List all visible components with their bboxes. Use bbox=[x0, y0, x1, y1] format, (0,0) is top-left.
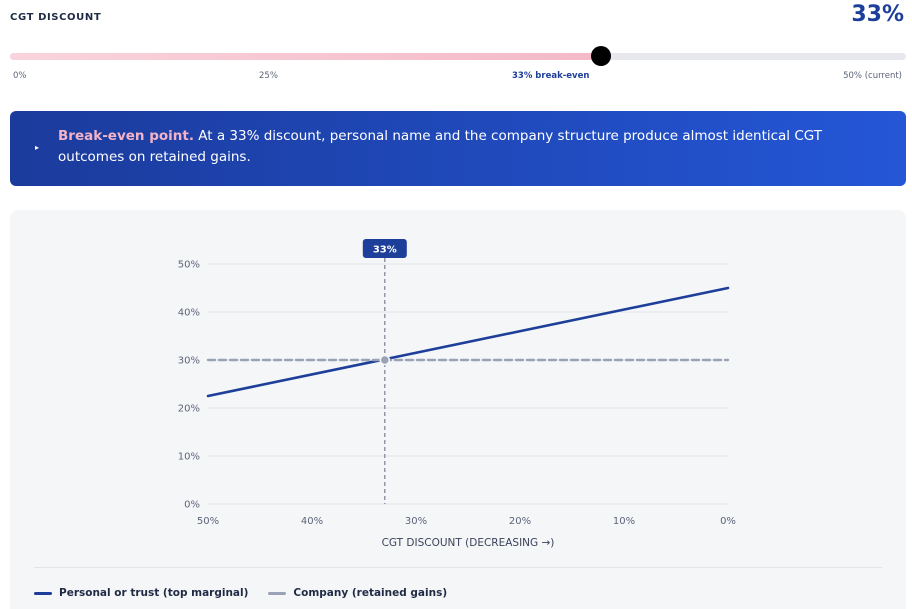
banner-message: Break-even point. At a 33% discount, per… bbox=[58, 126, 858, 168]
chart-card: 0% 10% 20% 30% 40% 50% 50% 40% 30% 20% 10% 0% CGT DI… bbox=[10, 210, 906, 609]
slider-tick-25: 25% bbox=[259, 71, 278, 81]
x-tick-label-10: 10% bbox=[613, 516, 635, 527]
y-tick-label-30: 30% bbox=[178, 356, 200, 367]
break-even-marker-badge bbox=[362, 239, 407, 258]
cgt-line-chart: 0% 10% 20% 30% 40% 50% 50% 40% 30% 20% 10% 0% CGT DI… bbox=[178, 239, 736, 549]
legend-swatch-0 bbox=[34, 591, 52, 595]
x-tick-label-40: 40% bbox=[301, 516, 323, 527]
series-line-0 bbox=[206, 286, 730, 398]
intersection-point bbox=[379, 354, 391, 366]
banner-heading: Break-even point. bbox=[58, 128, 194, 144]
x-tick-label-20: 20% bbox=[509, 516, 531, 527]
slider-fill bbox=[10, 53, 601, 60]
slider-tick-break-even: 33% break-even bbox=[512, 71, 590, 81]
slider-tick-50-current: 50% (current) bbox=[843, 71, 902, 81]
break-even-banner: ▸ Break-even point. At a 33% discount, p… bbox=[10, 111, 906, 186]
banner-body: At a 33% discount, personal name and the… bbox=[58, 128, 823, 165]
slider-track[interactable] bbox=[10, 53, 906, 60]
legend-item-0: Personal or trust (top marginal) bbox=[34, 587, 248, 599]
slider-tick-0: 0% bbox=[13, 71, 27, 81]
y-tick-label-10: 10% bbox=[178, 452, 200, 463]
slider-thumb[interactable] bbox=[591, 46, 611, 66]
legend-swatch-1 bbox=[268, 591, 287, 595]
legend-label-1: Company (retained gains) bbox=[293, 587, 448, 599]
y-tick-label-50: 50% bbox=[178, 260, 200, 271]
y-tick-label-20: 20% bbox=[178, 404, 200, 415]
y-tick-label-0: 0% bbox=[184, 500, 200, 511]
cgt-discount-label: CGT DISCOUNT bbox=[10, 12, 102, 23]
x-tick-label-30: 30% bbox=[405, 516, 427, 527]
cgt-discount-value: 33% bbox=[851, 2, 904, 27]
play-arrow-icon: ▸ bbox=[35, 143, 40, 152]
y-tick-label-40: 40% bbox=[178, 308, 200, 319]
legend-item-1: Company (retained gains) bbox=[268, 587, 447, 599]
x-tick-label-50: 50% bbox=[197, 516, 219, 527]
chart-legend: Personal or trust (top marginal) Company … bbox=[34, 587, 467, 599]
cgt-discount-slider[interactable] bbox=[10, 46, 906, 66]
break-even-marker-label: 33% bbox=[373, 245, 397, 256]
x-axis-label: CGT DISCOUNT (DECREASING →) bbox=[382, 537, 555, 549]
legend-divider bbox=[34, 567, 882, 568]
x-tick-label-0: 0% bbox=[720, 516, 736, 527]
legend-label-0: Personal or trust (top marginal) bbox=[59, 587, 249, 599]
